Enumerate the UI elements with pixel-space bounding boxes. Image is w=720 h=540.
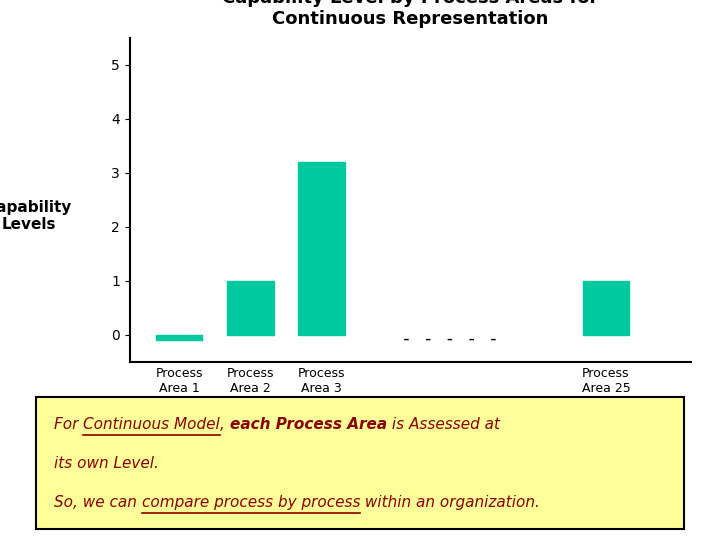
Text: - - - - -: - - - - -: [400, 330, 498, 348]
Bar: [228, 281, 274, 335]
Text: its own Level.: its own Level.: [54, 456, 159, 471]
Bar: [156, 335, 202, 340]
Title: Capability Level by Process Areas for
Continuous Representation: Capability Level by Process Areas for Co…: [222, 0, 598, 28]
Bar: [582, 281, 629, 335]
Bar: [298, 162, 345, 335]
Text: compare process by process: compare process by process: [142, 495, 360, 510]
Text: Capability
Levels: Capability Levels: [0, 200, 72, 232]
Text: ,: ,: [220, 417, 230, 433]
Text: is Assessed at: is Assessed at: [387, 417, 500, 433]
Text: So, we can: So, we can: [54, 495, 142, 510]
Text: each Process Area: each Process Area: [230, 417, 387, 433]
Text: Continuous Model: Continuous Model: [84, 417, 220, 433]
Text: within an organization.: within an organization.: [360, 495, 540, 510]
Text: For: For: [54, 417, 84, 433]
